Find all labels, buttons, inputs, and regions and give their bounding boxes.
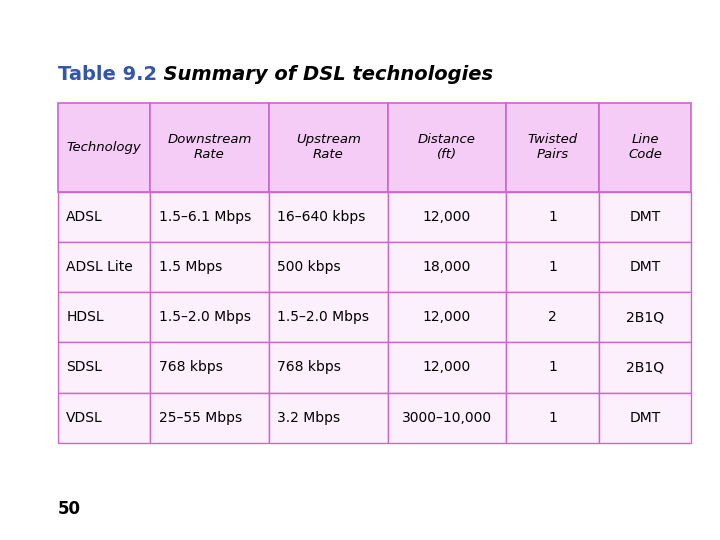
Text: 1: 1 [548, 411, 557, 424]
Text: 50: 50 [58, 501, 81, 518]
Text: 500 kbps: 500 kbps [277, 260, 341, 274]
Text: 12,000: 12,000 [423, 361, 471, 374]
Text: Line
Code: Line Code [628, 133, 662, 161]
Text: Table 9.2: Table 9.2 [58, 65, 157, 84]
Text: Distance
(ft): Distance (ft) [418, 133, 476, 161]
Text: 3000–10,000: 3000–10,000 [402, 411, 492, 424]
Text: 768 kbps: 768 kbps [277, 361, 341, 374]
Text: 1.5–2.0 Mbps: 1.5–2.0 Mbps [158, 310, 251, 324]
Text: 1: 1 [548, 210, 557, 224]
Text: DMT: DMT [629, 411, 661, 424]
Text: 768 kbps: 768 kbps [158, 361, 222, 374]
Text: ADSL Lite: ADSL Lite [66, 260, 133, 274]
Text: DMT: DMT [629, 260, 661, 274]
Text: 25–55 Mbps: 25–55 Mbps [158, 411, 242, 424]
Text: Technology: Technology [66, 140, 141, 154]
Text: DMT: DMT [629, 210, 661, 224]
Text: Upstream
Rate: Upstream Rate [296, 133, 361, 161]
Text: 2B1Q: 2B1Q [626, 310, 664, 324]
Text: 12,000: 12,000 [423, 310, 471, 324]
Text: 3.2 Mbps: 3.2 Mbps [277, 411, 341, 424]
Text: SDSL: SDSL [66, 361, 102, 374]
Text: 18,000: 18,000 [423, 260, 471, 274]
Text: 1.5–6.1 Mbps: 1.5–6.1 Mbps [158, 210, 251, 224]
Text: 2: 2 [548, 310, 557, 324]
Text: VDSL: VDSL [66, 411, 103, 424]
Text: Downstream
Rate: Downstream Rate [167, 133, 251, 161]
Text: 1.5 Mbps: 1.5 Mbps [158, 260, 222, 274]
Text: 16–640 kbps: 16–640 kbps [277, 210, 366, 224]
Text: Twisted
Pairs: Twisted Pairs [528, 133, 577, 161]
Text: 1: 1 [548, 260, 557, 274]
Text: 1: 1 [548, 361, 557, 374]
Text: HDSL: HDSL [66, 310, 104, 324]
Text: ADSL: ADSL [66, 210, 103, 224]
Text: 1.5–2.0 Mbps: 1.5–2.0 Mbps [277, 310, 369, 324]
Text: 2B1Q: 2B1Q [626, 361, 664, 374]
Text: Summary of DSL technologies: Summary of DSL technologies [150, 65, 493, 84]
Text: 12,000: 12,000 [423, 210, 471, 224]
